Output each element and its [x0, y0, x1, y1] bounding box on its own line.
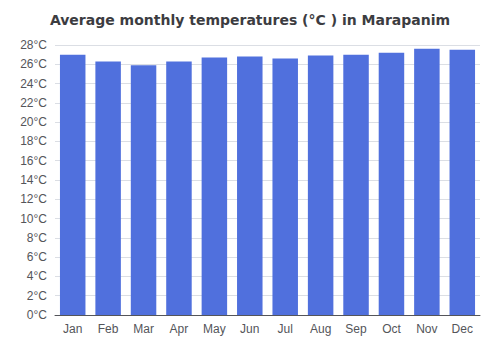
- svg-text:Aug: Aug: [310, 322, 331, 336]
- svg-text:Jun: Jun: [240, 322, 259, 336]
- svg-text:20°C: 20°C: [20, 115, 47, 129]
- svg-text:24°C: 24°C: [20, 77, 47, 91]
- svg-text:28°C: 28°C: [20, 38, 47, 52]
- svg-text:Jul: Jul: [278, 322, 293, 336]
- svg-text:Oct: Oct: [382, 322, 401, 336]
- svg-text:Jan: Jan: [63, 322, 82, 336]
- svg-text:2°C: 2°C: [27, 289, 47, 303]
- svg-text:8°C: 8°C: [27, 231, 47, 245]
- svg-text:Mar: Mar: [133, 322, 154, 336]
- svg-text:14°C: 14°C: [20, 173, 47, 187]
- svg-text:Nov: Nov: [416, 322, 437, 336]
- svg-text:22°C: 22°C: [20, 96, 47, 110]
- svg-text:Apr: Apr: [170, 322, 189, 336]
- svg-text:6°C: 6°C: [27, 250, 47, 264]
- svg-text:16°C: 16°C: [20, 154, 47, 168]
- svg-text:Average monthly temperatures (: Average monthly temperatures (°C ) in Ma…: [50, 12, 450, 28]
- svg-text:Sep: Sep: [345, 322, 367, 336]
- svg-text:Dec: Dec: [452, 322, 473, 336]
- svg-text:12°C: 12°C: [20, 192, 47, 206]
- svg-text:Feb: Feb: [98, 322, 119, 336]
- svg-text:4°C: 4°C: [27, 269, 47, 283]
- svg-text:May: May: [203, 322, 226, 336]
- svg-text:10°C: 10°C: [20, 212, 47, 226]
- svg-text:0°C: 0°C: [27, 308, 47, 322]
- svg-text:18°C: 18°C: [20, 134, 47, 148]
- svg-text:26°C: 26°C: [20, 57, 47, 71]
